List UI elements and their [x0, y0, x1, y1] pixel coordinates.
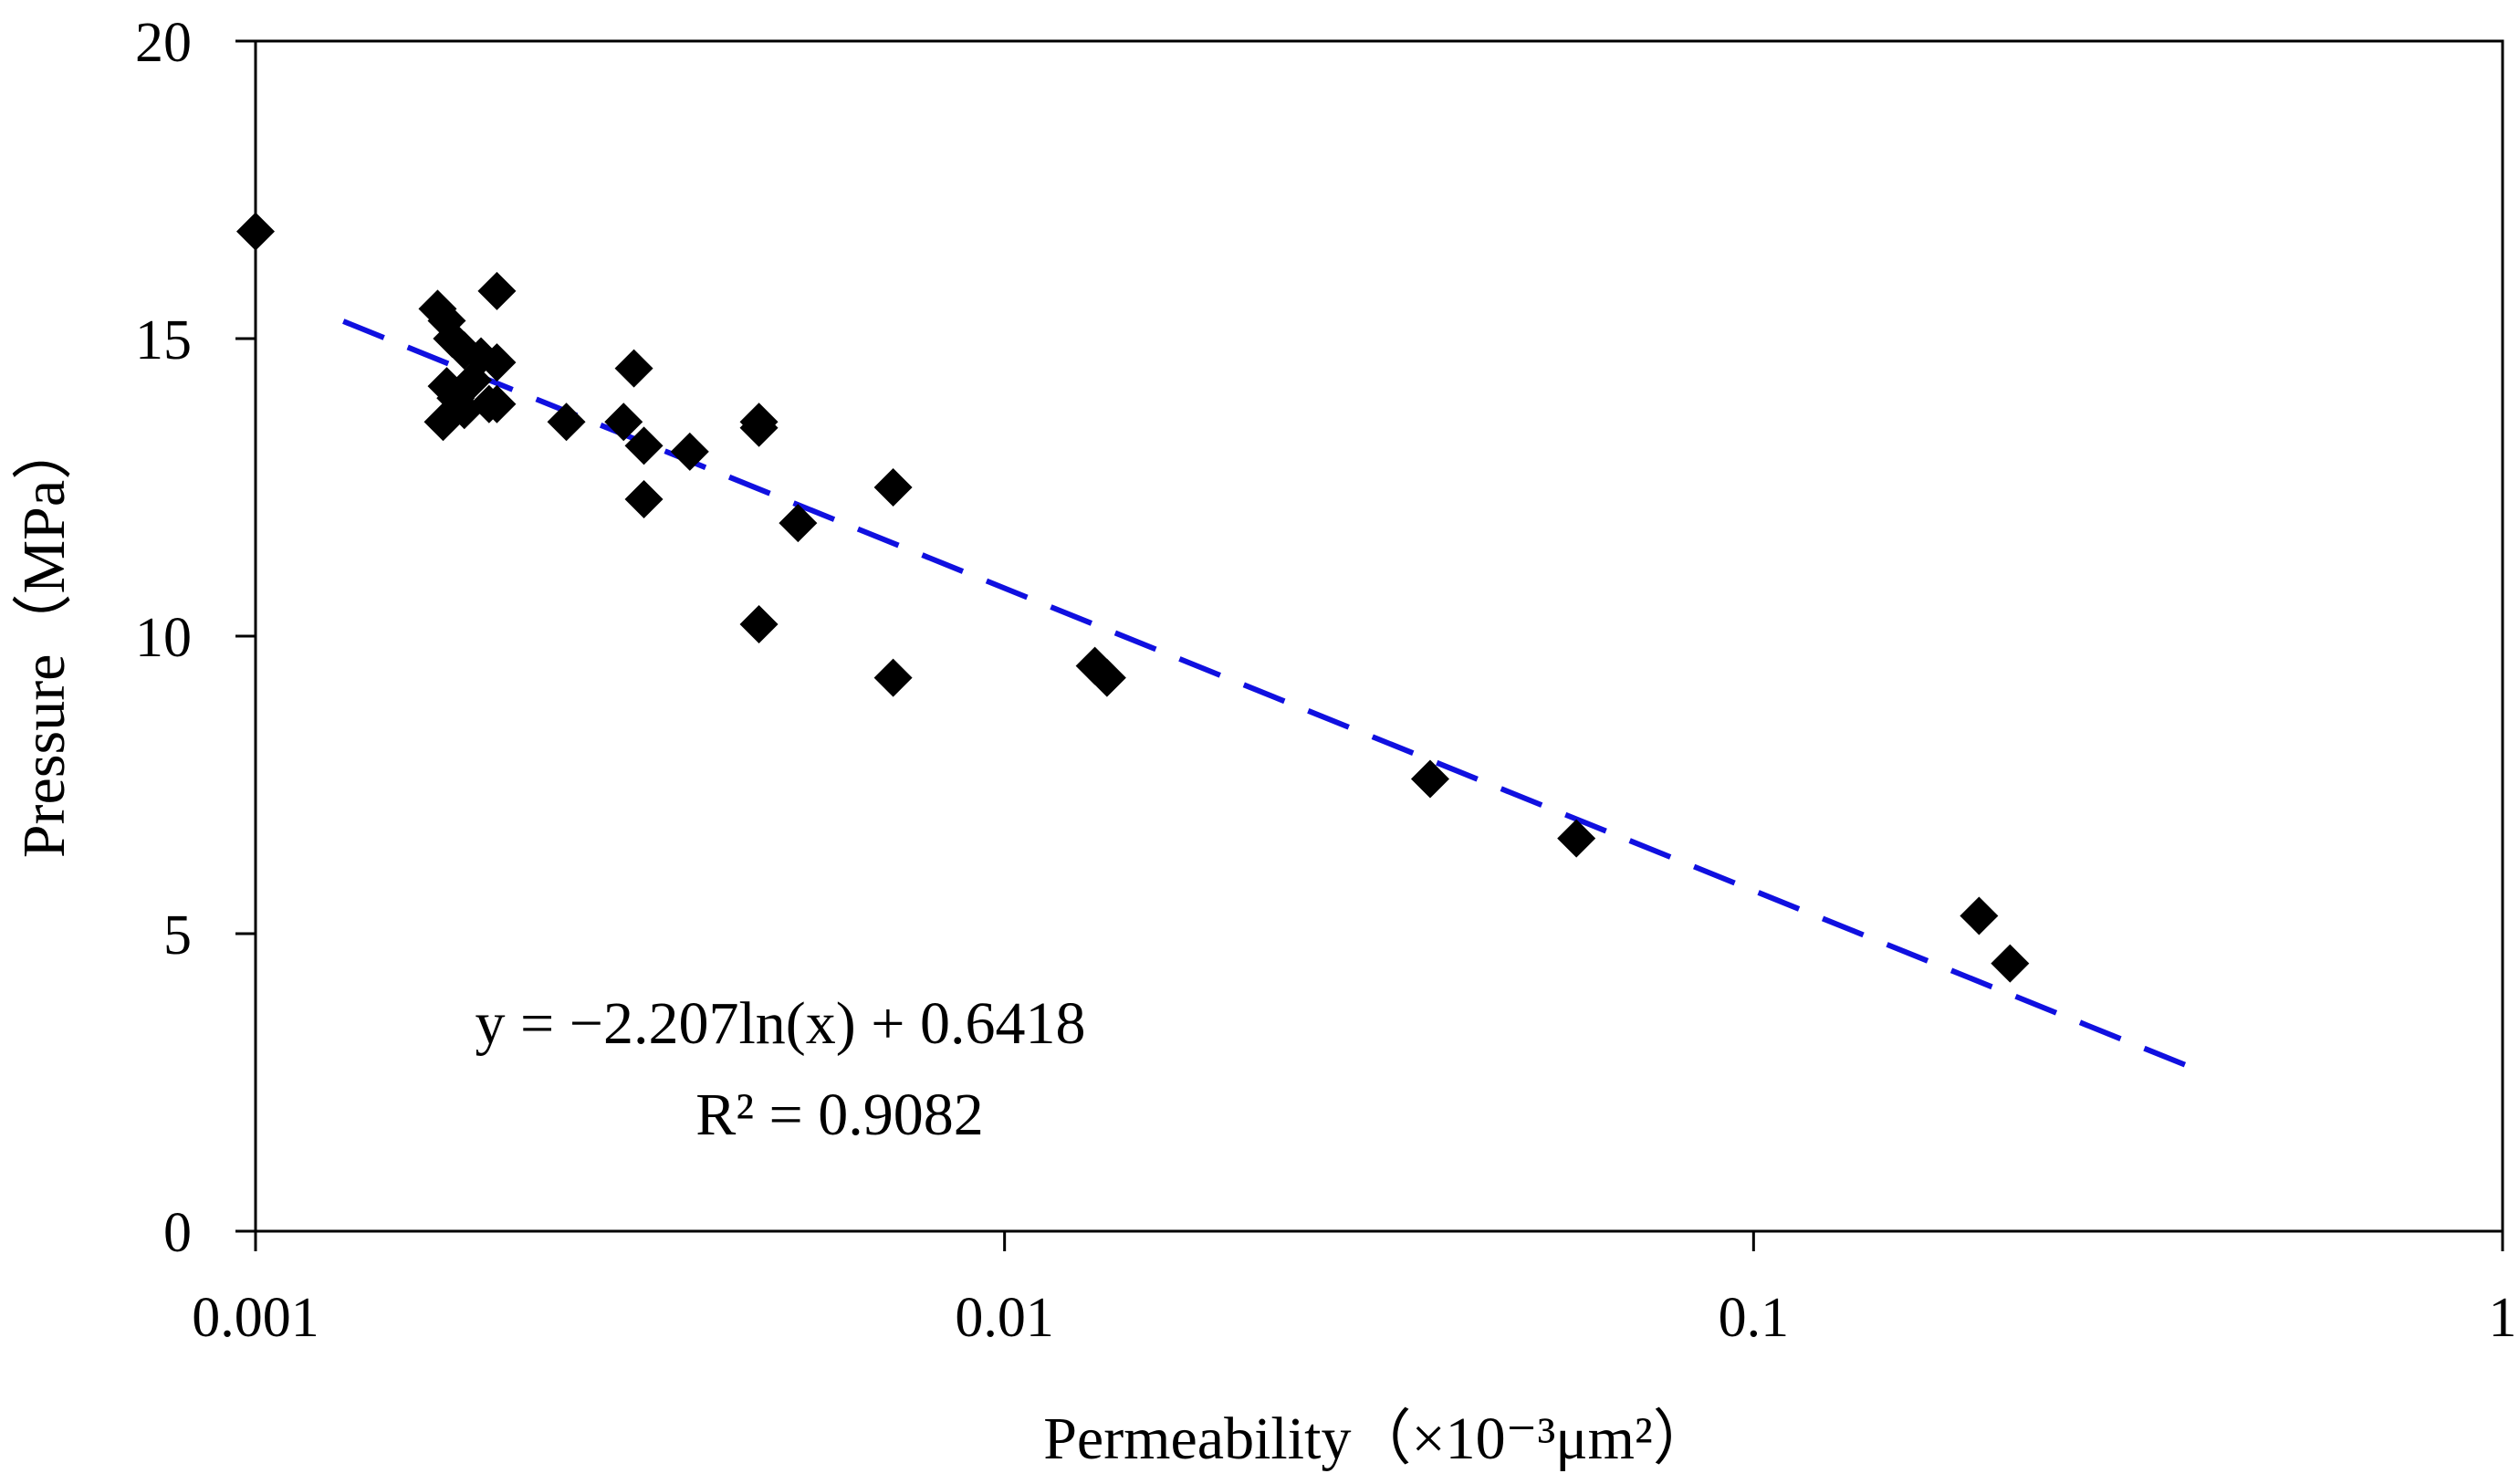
x-axis-title: Permeability（×10⁻³μm²）: [1043, 1406, 1713, 1472]
equation-label: y = −2.207ln(x) + 0.6418: [476, 990, 1086, 1057]
y-tick-label: 20: [135, 12, 192, 74]
x-tick-label: 0.01: [955, 1287, 1054, 1349]
x-tick-label: 0.001: [192, 1287, 319, 1349]
data-point: [739, 604, 779, 643]
x-tick-label: 1: [2489, 1287, 2517, 1349]
data-point: [624, 480, 664, 519]
x-axis-tick-labels: 0.001 0.01 0.1 1: [192, 1287, 2516, 1349]
x-axis-ticks: [254, 1231, 2504, 1251]
data-point: [873, 658, 913, 697]
data-point: [1087, 658, 1126, 697]
y-axis-tick-labels: 0 5 10 15 20: [135, 12, 192, 1264]
data-point: [779, 504, 818, 543]
trendline: [342, 319, 2206, 1076]
y-tick-label: 15: [135, 309, 192, 371]
data-point: [624, 426, 664, 465]
data-point: [547, 402, 586, 442]
data-point: [1557, 819, 1596, 858]
data-point: [433, 319, 472, 358]
r-squared-label: R² = 0.9082: [695, 1082, 984, 1148]
data-point: [614, 349, 653, 388]
y-tick-label: 0: [163, 1202, 192, 1264]
y-tick-label: 5: [163, 904, 192, 967]
y-axis-title: Pressure（MPa）: [11, 420, 78, 858]
data-point: [739, 408, 779, 447]
data-point: [236, 212, 275, 251]
data-points: [236, 212, 2030, 983]
data-point: [604, 402, 643, 442]
data-point: [873, 468, 913, 507]
data-point: [477, 384, 517, 423]
data-point: [1991, 944, 2030, 983]
data-point: [670, 432, 709, 471]
data-point: [1410, 759, 1449, 799]
data-point: [1960, 896, 1999, 935]
data-point: [454, 361, 493, 400]
data-point: [477, 271, 517, 310]
y-tick-label: 10: [135, 607, 192, 669]
y-axis-ticks: [235, 39, 256, 1233]
x-tick-label: 0.1: [1719, 1287, 1790, 1349]
data-point: [477, 343, 517, 382]
